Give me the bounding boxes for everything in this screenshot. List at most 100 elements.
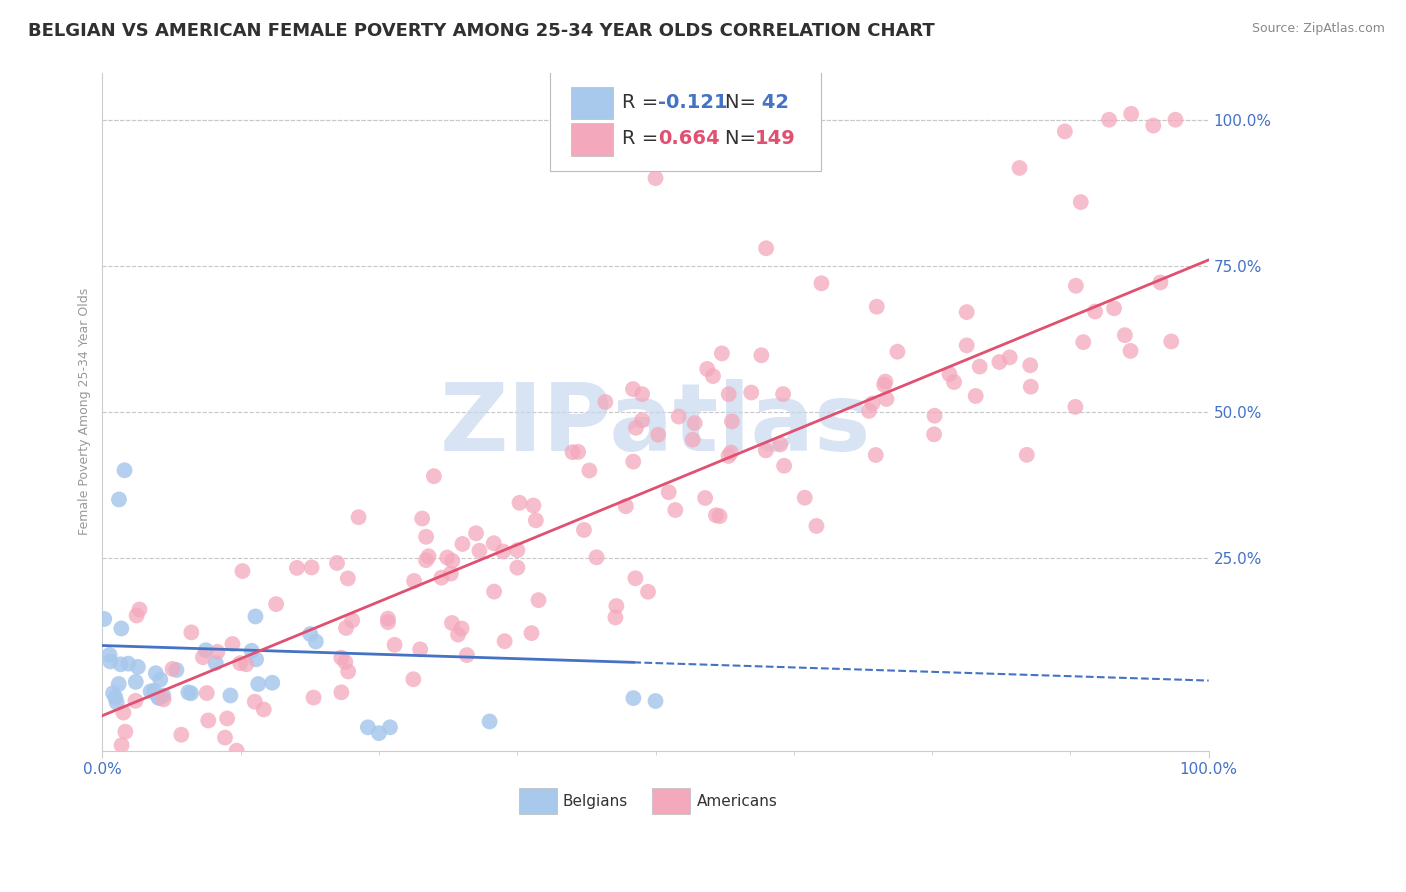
Point	[451, 537, 474, 551]
Point	[225, 744, 247, 758]
Point	[956, 338, 979, 352]
Point	[221, 637, 243, 651]
Point	[1114, 328, 1136, 343]
Point	[644, 171, 666, 186]
Point	[1098, 112, 1121, 127]
Text: N=: N=	[725, 93, 762, 112]
Point	[404, 574, 426, 588]
Point	[866, 300, 889, 314]
Point	[683, 416, 706, 430]
FancyBboxPatch shape	[571, 123, 613, 156]
Point	[482, 584, 505, 599]
Point	[305, 634, 328, 648]
Point	[956, 305, 979, 319]
Point	[347, 510, 370, 524]
Point	[243, 695, 266, 709]
Point	[658, 485, 681, 500]
Point	[793, 491, 815, 505]
Point	[1053, 124, 1076, 138]
Point	[717, 449, 740, 463]
Point	[143, 684, 166, 698]
Point	[695, 491, 717, 505]
Point	[886, 344, 908, 359]
Point	[450, 622, 472, 636]
Point	[810, 277, 832, 291]
Point	[465, 526, 488, 541]
Point	[527, 593, 550, 607]
Point	[441, 554, 464, 568]
Point	[411, 511, 433, 525]
Point	[1119, 343, 1142, 358]
Point	[149, 673, 172, 687]
Text: BELGIAN VS AMERICAN FEMALE POVERTY AMONG 25-34 YEAR OLDS CORRELATION CHART: BELGIAN VS AMERICAN FEMALE POVERTY AMONG…	[28, 22, 935, 40]
Point	[1160, 334, 1182, 349]
Point	[644, 694, 666, 708]
Point	[357, 720, 380, 734]
Point	[262, 675, 284, 690]
Point	[806, 519, 828, 533]
Point	[139, 684, 162, 698]
Text: N=: N=	[725, 129, 762, 148]
Point	[114, 463, 136, 477]
Point	[1008, 161, 1031, 175]
Point	[1015, 448, 1038, 462]
Text: ZIPatlas: ZIPatlas	[440, 379, 872, 471]
Point	[98, 648, 121, 662]
Point	[180, 686, 202, 700]
Point	[965, 389, 987, 403]
Point	[145, 666, 167, 681]
Text: 42: 42	[755, 93, 789, 112]
Point	[668, 409, 690, 424]
Point	[104, 690, 127, 705]
Point	[302, 690, 325, 705]
FancyBboxPatch shape	[550, 66, 821, 171]
Point	[922, 427, 945, 442]
Point	[110, 738, 132, 752]
Point	[180, 625, 202, 640]
Text: -0.121: -0.121	[658, 93, 727, 112]
Point	[204, 656, 226, 670]
Point	[125, 674, 148, 689]
Point	[152, 689, 174, 703]
Point	[605, 599, 627, 613]
Point	[1121, 107, 1143, 121]
Point	[336, 571, 359, 585]
Point	[1019, 380, 1042, 394]
Point	[415, 530, 437, 544]
Text: Source: ZipAtlas.com: Source: ZipAtlas.com	[1251, 22, 1385, 36]
Point	[614, 499, 637, 513]
Point	[342, 613, 364, 627]
Point	[1102, 301, 1125, 316]
Point	[177, 685, 200, 699]
Point	[520, 626, 543, 640]
Point	[456, 648, 478, 662]
Point	[110, 657, 132, 672]
Point	[664, 503, 686, 517]
Point	[637, 584, 659, 599]
Point	[969, 359, 991, 374]
Point	[207, 645, 229, 659]
Point	[522, 499, 544, 513]
Point	[506, 543, 529, 558]
Point	[229, 656, 252, 670]
Point	[1084, 304, 1107, 318]
Point	[125, 608, 148, 623]
Point	[235, 657, 257, 672]
Point	[377, 611, 399, 625]
Point	[330, 685, 353, 699]
Point	[440, 566, 463, 581]
Point	[647, 427, 669, 442]
Point	[1064, 400, 1087, 414]
Point	[717, 387, 740, 401]
Point	[721, 414, 744, 428]
Point	[93, 612, 115, 626]
Point	[337, 665, 360, 679]
Point	[585, 550, 607, 565]
Point	[240, 644, 263, 658]
Point	[624, 571, 647, 585]
Point	[478, 714, 501, 729]
Point	[231, 564, 253, 578]
Point	[148, 690, 170, 705]
Point	[621, 691, 644, 706]
Point	[108, 492, 131, 507]
